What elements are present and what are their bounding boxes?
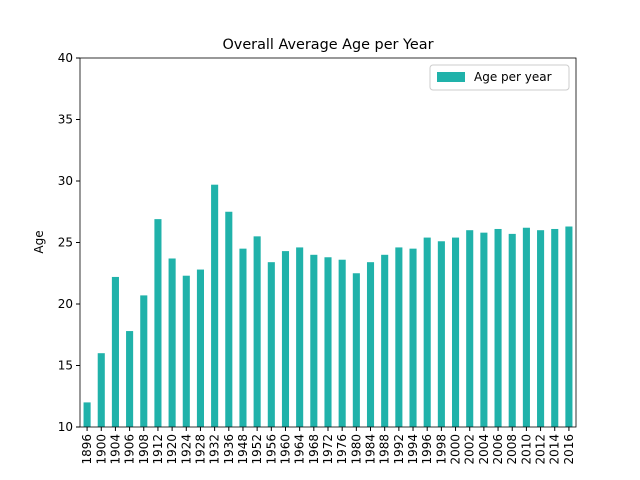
x-tick-label: 1924 [179,434,193,465]
x-tick-label: 1984 [364,434,378,465]
bar [522,227,530,427]
x-tick-label: 1998 [434,434,448,465]
bar [452,237,460,427]
x-tick-label: 1932 [208,434,222,465]
x-tick-label: 1968 [307,434,321,465]
bar [537,230,545,427]
x-tick-label: 1976 [335,434,349,465]
bar [338,259,346,427]
legend-swatch [437,72,465,82]
axes-frame [79,57,577,428]
bar [423,237,431,427]
x-tick-label: 2012 [534,434,548,465]
x-tick-label: 1994 [406,434,420,465]
bar [111,276,119,427]
bar [480,232,488,427]
bar [83,402,91,427]
legend-label: Age per year [474,70,552,84]
x-tick-label: 2008 [505,434,519,465]
bar [182,275,190,427]
bar [352,273,360,427]
x-tick-label: 1920 [165,434,179,465]
bar [324,257,332,427]
y-tick-label: 30 [58,174,73,188]
bar [508,233,516,427]
x-tick-label: 1992 [392,434,406,465]
bar [310,254,318,427]
x-tick-label: 1988 [378,434,392,465]
x-tick-label: 2006 [491,434,505,465]
x-tick-label: 1906 [123,434,137,465]
y-tick-label: 10 [58,420,73,434]
bar [168,258,176,427]
x-tick-label: 1972 [321,434,335,465]
y-tick-label: 20 [58,297,73,311]
bar [296,247,304,427]
bar [97,353,105,427]
x-tick-label: 1908 [137,434,151,465]
y-tick-label: 35 [58,113,73,127]
y-tick-label: 15 [58,359,73,373]
bar [196,269,204,427]
x-tick-label: 1928 [193,434,207,465]
bar [437,241,445,427]
x-tick-label: 1980 [349,434,363,465]
x-tick-label: 2002 [463,434,477,465]
bar [409,248,417,427]
bar [140,295,148,427]
chart-title: Overall Average Age per Year [222,37,433,53]
bar [239,248,247,427]
bar [225,211,233,427]
x-tick-label: 1956 [264,434,278,465]
bar [126,331,134,427]
y-tick-label: 40 [58,51,73,65]
x-tick-label: 2000 [449,434,463,465]
x-tick-label: 1904 [108,434,122,465]
legend-box [429,64,570,91]
bar [253,236,261,427]
bar [466,230,474,427]
x-tick-label: 1896 [80,434,94,465]
x-tick-label: 1964 [293,434,307,465]
x-tick-label: 2014 [548,434,562,465]
x-tick-label: 1900 [94,434,108,465]
x-tick-label: 1936 [222,434,236,465]
x-tick-label: 1948 [236,434,250,465]
x-tick-label: 2010 [519,434,533,465]
bar [565,226,573,427]
x-tick-label: 2016 [562,434,576,465]
x-tick-label: 2004 [477,434,491,465]
bar [366,262,375,427]
bar [395,247,403,427]
bar [211,184,219,427]
bar [551,228,559,427]
y-axis-label: Age [32,230,46,253]
bar [381,254,389,427]
bar [281,251,290,427]
bar [154,219,162,427]
bar [267,262,275,427]
x-tick-label: 1996 [420,434,434,465]
bar [494,228,502,427]
y-tick-label: 25 [58,236,73,250]
x-tick-label: 1912 [151,434,165,465]
x-tick-label: 1960 [278,434,292,465]
x-tick-label: 1952 [250,434,264,465]
